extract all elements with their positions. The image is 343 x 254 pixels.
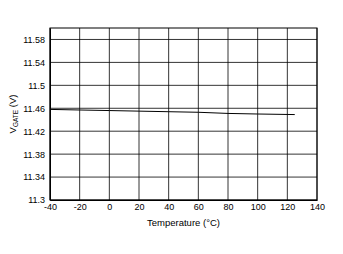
y-tick-label: 11.46 <box>23 104 45 114</box>
x-tick: 40 <box>164 200 174 212</box>
x-axis-title: Temperature (°C) <box>147 217 220 228</box>
x-tick: 100 <box>251 200 266 212</box>
grid-line-y <box>50 62 317 63</box>
grid-line-y <box>50 108 317 109</box>
x-tick: -20 <box>74 200 87 212</box>
grid-line-x <box>139 28 140 200</box>
x-tick-label: 60 <box>194 202 204 212</box>
grid-line-x <box>79 28 80 200</box>
y-tick: 11.58 <box>23 35 50 45</box>
x-tick-label: 0 <box>107 202 112 212</box>
grid-line-y <box>50 177 317 178</box>
grid-line-y <box>50 131 317 132</box>
y-tick-label: 11.54 <box>23 58 45 68</box>
y-tick: 11.42 <box>23 127 50 137</box>
grid-line-x <box>168 28 169 200</box>
y-axis: 11.3 11.34 11.38 11.42 11.46 11.5 11.54 11.58 <box>23 29 50 206</box>
chart: -40-2002040608010012014011.311.3411.3811… <box>0 0 343 254</box>
x-tick-label: 40 <box>164 202 174 212</box>
x-tick: -40 <box>44 200 57 212</box>
x-tick: 20 <box>134 200 144 212</box>
plot-frame <box>50 28 317 200</box>
y-axis-line <box>50 29 51 201</box>
y-tick: 11.46 <box>23 104 50 114</box>
x-tick-label: 140 <box>310 202 325 212</box>
y-axis-title: VGATE (V) <box>7 95 19 134</box>
data-line <box>50 109 295 114</box>
grid-line-x <box>228 28 229 200</box>
y-tick-label: 11.5 <box>28 81 45 91</box>
y-tick-label: 11.38 <box>23 150 45 160</box>
x-tick: 60 <box>194 200 204 212</box>
x-tick-label: 100 <box>251 202 266 212</box>
y-tick-label: 11.42 <box>23 127 45 137</box>
y-tick-label: 11.34 <box>23 172 45 182</box>
grid-line-x <box>198 28 199 200</box>
x-tick-label: 20 <box>134 202 144 212</box>
x-axis: -40 -20 0 20 40 60 80 100 120 140 <box>44 200 325 212</box>
x-tick: 140 <box>310 200 325 212</box>
y-tick: 11.54 <box>23 58 50 68</box>
y-tick: 11.38 <box>23 150 50 160</box>
x-tick-label: 120 <box>280 202 295 212</box>
y-tick: 11.34 <box>23 172 50 182</box>
plot-area <box>50 109 295 114</box>
y-tick-label: 11.58 <box>23 35 45 45</box>
y-tick: 11.3 <box>28 195 50 205</box>
y-tick: 11.5 <box>28 81 50 91</box>
grid <box>50 28 317 200</box>
x-axis-line <box>51 200 318 201</box>
x-tick-label: -40 <box>44 202 57 212</box>
grid-line-y <box>50 85 317 86</box>
y-tick-label: 11.3 <box>28 195 45 205</box>
x-tick: 80 <box>223 200 233 212</box>
x-tick: 120 <box>280 200 295 212</box>
x-tick-label: -20 <box>74 202 87 212</box>
x-tick: 0 <box>107 200 112 212</box>
grid-line-y <box>50 39 317 40</box>
grid-line-x <box>109 28 110 200</box>
grid-line-y <box>50 154 317 155</box>
x-tick-label: 80 <box>223 202 233 212</box>
